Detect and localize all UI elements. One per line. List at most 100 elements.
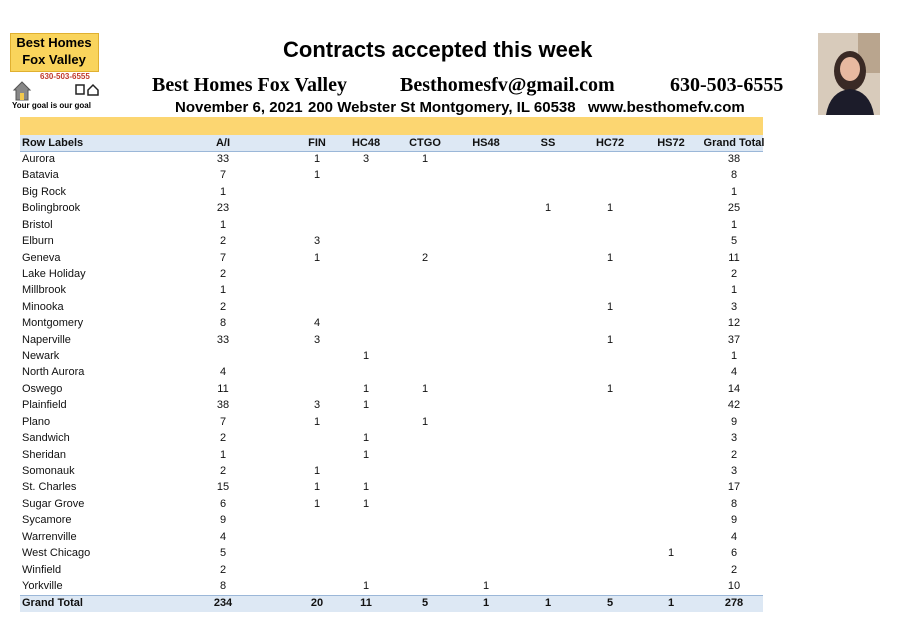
- cell-value: 1: [362, 448, 370, 461]
- row-label: Sandwich: [22, 432, 70, 445]
- cell-value: 3: [730, 432, 738, 445]
- cell-value: 3: [313, 333, 321, 346]
- cell-value: 2: [219, 563, 227, 576]
- cell-value: 7: [219, 169, 227, 182]
- cell-value: 2: [421, 251, 429, 264]
- row-label: Yorkville: [22, 579, 63, 592]
- logo-tagline: Your goal is our goal: [12, 101, 91, 110]
- cell-value: 38: [216, 399, 230, 412]
- cell-value: 7: [219, 415, 227, 428]
- row-label: Millbrook: [22, 284, 67, 297]
- column-header: Row Labels: [22, 137, 84, 149]
- total-cell: 5: [606, 597, 614, 609]
- total-cell: 234: [213, 597, 233, 609]
- row-label: Sugar Grove: [22, 497, 85, 510]
- row-label: Montgomery: [22, 317, 84, 330]
- total-cell: 1: [667, 597, 675, 609]
- cell-value: 1: [606, 251, 614, 264]
- cell-value: 1: [421, 415, 429, 428]
- cell-value: 3: [362, 153, 370, 165]
- row-label: Big Rock: [22, 185, 67, 198]
- cell-value: 3: [313, 235, 321, 248]
- cell-value: 1: [362, 579, 370, 592]
- column-header: HS72: [657, 137, 685, 149]
- row-label: Minooka: [22, 300, 64, 313]
- cell-value: 1: [606, 333, 614, 346]
- cell-value: 10: [727, 579, 741, 592]
- cell-value: 3: [313, 399, 321, 412]
- cell-value: 23: [216, 202, 230, 215]
- row-label: Sycamore: [22, 514, 72, 527]
- row-label: Winfield: [22, 563, 62, 576]
- address: 200 Webster St Montgomery, IL 60538: [308, 99, 576, 116]
- total-cell: 11: [360, 597, 372, 609]
- cell-value: 6: [730, 547, 738, 560]
- cell-value: 5: [219, 547, 227, 560]
- cell-value: 1: [606, 202, 614, 215]
- cell-value: 1: [362, 497, 370, 510]
- cell-value: 2: [730, 267, 738, 280]
- cell-value: 3: [730, 464, 738, 477]
- cell-value: 2: [219, 235, 227, 248]
- company: Best Homes Fox Valley: [152, 74, 347, 96]
- table-band: [20, 117, 763, 135]
- cell-value: 2: [219, 300, 227, 313]
- cell-value: 1: [362, 382, 370, 395]
- cell-value: 1: [313, 251, 321, 264]
- table-total-row: [20, 595, 763, 612]
- row-label: Warrenville: [22, 530, 77, 543]
- row-label: Sheridan: [22, 448, 67, 461]
- cell-value: 2: [219, 432, 227, 445]
- cell-value: 5: [730, 235, 738, 248]
- row-label: Naperville: [22, 333, 71, 346]
- total-cell: 20: [310, 597, 324, 609]
- logo-line1: Best Homes: [16, 35, 92, 50]
- cell-value: 2: [219, 464, 227, 477]
- column-header: HS48: [472, 137, 500, 149]
- logo-phone: 630-503-6555: [40, 72, 90, 81]
- cell-value: 14: [727, 382, 741, 395]
- cell-value: 9: [219, 514, 227, 527]
- cell-value: 1: [421, 153, 429, 165]
- cell-value: 4: [730, 530, 738, 543]
- cell-value: 37: [727, 333, 741, 346]
- total-cell: 278: [724, 597, 744, 609]
- cell-value: 2: [730, 448, 738, 461]
- cell-value: 8: [219, 317, 227, 330]
- cell-value: 33: [216, 333, 230, 346]
- row-label: Plano: [22, 415, 51, 428]
- cell-value: 1: [730, 350, 738, 363]
- cell-value: 1: [730, 185, 738, 198]
- column-header: SS: [540, 137, 556, 149]
- cell-value: 42: [727, 399, 741, 412]
- cell-value: 11: [728, 251, 740, 264]
- total-cell: 1: [544, 597, 552, 609]
- row-label: St. Charles: [22, 481, 77, 494]
- cell-value: 1: [219, 284, 227, 297]
- logo-icons: [12, 81, 99, 101]
- website: www.besthomefv.com: [588, 99, 745, 116]
- cell-value: 1: [730, 218, 738, 231]
- cell-value: 1: [606, 382, 614, 395]
- row-label: North Aurora: [22, 366, 85, 379]
- cell-value: 1: [313, 415, 321, 428]
- cell-value: 1: [482, 579, 490, 592]
- row-label: Bristol: [22, 218, 53, 231]
- cell-value: 1: [544, 202, 552, 215]
- cell-value: 8: [730, 497, 738, 510]
- cell-value: 15: [216, 481, 230, 494]
- column-header: Grand Total: [703, 137, 765, 149]
- cell-value: 1: [313, 153, 321, 165]
- table-header-row: [20, 135, 763, 152]
- column-header: CTGO: [409, 137, 441, 149]
- cell-value: 1: [362, 350, 370, 363]
- title: Contracts accepted this week: [283, 37, 593, 62]
- cell-value: 1: [667, 547, 675, 560]
- total-cell: 5: [421, 597, 429, 609]
- cell-value: 8: [730, 169, 738, 182]
- row-label: Elburn: [22, 235, 54, 248]
- row-label: Lake Holiday: [22, 267, 86, 280]
- cell-value: 38: [727, 153, 741, 165]
- cell-value: 1: [313, 464, 321, 477]
- row-label: Aurora: [22, 153, 56, 165]
